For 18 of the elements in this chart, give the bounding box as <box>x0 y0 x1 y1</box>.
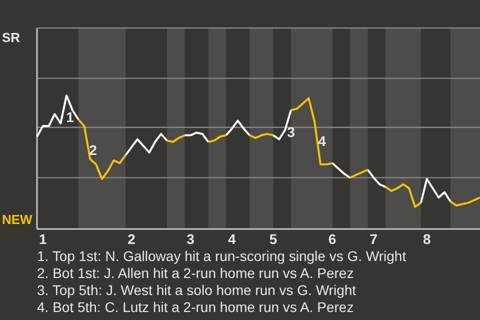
x-tick-label: 4 <box>228 231 236 247</box>
text: SR <box>2 30 21 45</box>
x-tick-label: 3 <box>186 231 195 247</box>
x-tick-label: 6 <box>328 231 336 247</box>
x-tick-label: 7 <box>370 231 378 247</box>
text: 2. Bot 1st: J. Allen hit a 2-run home run vs A. Perez <box>37 265 354 281</box>
x-tick-label: 1 <box>39 231 48 247</box>
x-tick-label: 2 <box>128 231 136 247</box>
annotation: 3 <box>287 124 296 140</box>
text: 4. Bot 5th: C. Lutz hit a 2-run home run vs A. Perez <box>37 299 354 315</box>
text: 1. Top 1st: N. Galloway hit a run-scoring single vs G. Wright <box>37 248 406 264</box>
annotation: 4 <box>318 132 326 149</box>
annotation: 2 <box>89 142 98 158</box>
x-tick-label: 8 <box>422 231 431 247</box>
text: NEW <box>2 212 34 227</box>
annotation: 1 <box>66 108 74 125</box>
x-tick-label: 5 <box>269 231 278 247</box>
text: 3. Top 5th: J. West hit a solo home run vs G. Wright <box>37 282 356 298</box>
